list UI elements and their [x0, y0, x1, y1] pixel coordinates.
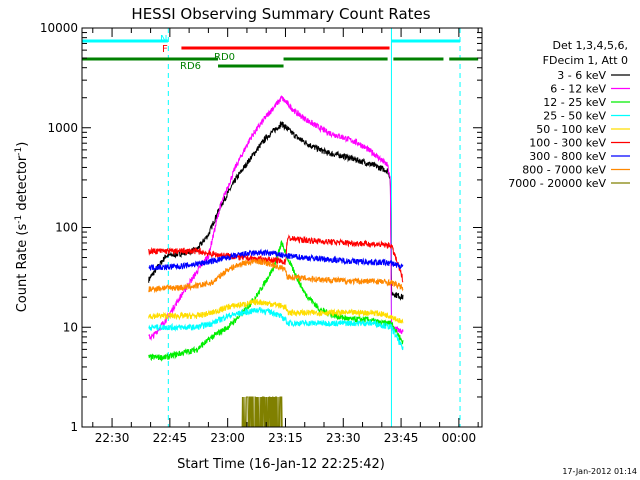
series-line-6-12-kev	[148, 95, 404, 341]
y-tick-label-2: 100	[55, 221, 78, 235]
legend-label-2: 12 - 25 keV	[543, 96, 606, 109]
night-flag-label: N	[160, 34, 167, 45]
rd6-flag-label: RD6	[180, 61, 201, 72]
y-tick-label-0: 1	[70, 420, 78, 434]
legend-header-detectors: Det 1,3,4,5,6,	[552, 39, 628, 52]
legend-label-7: 800 - 7000 keV	[522, 164, 606, 177]
plot-area: NF RD0 RD6	[81, 28, 479, 428]
flare-flag-label: F	[162, 44, 168, 55]
y-tick-label-3: 1000	[47, 121, 78, 135]
series-line-100-300-kev	[148, 234, 404, 283]
legend-label-1: 6 - 12 keV	[550, 83, 606, 96]
series-line-7000-20000-kev	[241, 396, 284, 428]
rd0-flag-label: RD0	[214, 52, 235, 63]
y-tick-label-1: 10	[63, 320, 78, 334]
legend-label-4: 50 - 100 keV	[536, 123, 606, 136]
footer-timestamp: 17-Jan-2012 01:14	[562, 467, 637, 476]
legend-label-6: 300 - 800 keV	[529, 150, 606, 163]
x-tick-label-5: 23:45	[384, 431, 419, 445]
series-line-800-7000-kev	[148, 258, 404, 294]
x-tick-label-0: 22:30	[95, 431, 130, 445]
x-tick-label-2: 23:00	[210, 431, 245, 445]
series-line-3-6-kev	[148, 120, 404, 301]
y-tick-label-4: 10000	[40, 21, 78, 35]
legend-label-5: 100 - 300 keV	[529, 137, 606, 150]
axes: 1 10 100 1000 10000 22:30 22:45 23:00 23:15 23:30…	[40, 21, 483, 445]
x-tick-label-4: 23:30	[326, 431, 361, 445]
x-axis-label: Start Time (16-Jan-12 22:25:42)	[177, 457, 385, 472]
series-line-50-100-kev	[148, 297, 404, 324]
series-line-12-25-kev	[148, 240, 404, 362]
x-tick-label-1: 22:45	[153, 431, 188, 445]
series-line-25-50-kev	[148, 306, 404, 351]
legend-label-0: 3 - 6 keV	[557, 69, 606, 82]
x-tick-label-3: 23:15	[268, 431, 303, 445]
legend-label-3: 25 - 50 keV	[543, 110, 606, 123]
x-tick-label-6: 00:00	[442, 431, 477, 445]
series-line-300-800-kev	[148, 248, 404, 271]
y-axis-label: Count Rate (s-1 detector-1)	[14, 142, 30, 313]
legend-header-fdecim: FDecim 1, Att 0	[543, 54, 628, 67]
chart-title: HESSI Observing Summary Count Rates	[131, 5, 430, 23]
legend-label-8: 7000 - 20000 keV	[508, 177, 606, 190]
legend: Det 1,3,4,5,6, FDecim 1, Att 0 3 - 6 keV…	[508, 39, 630, 190]
